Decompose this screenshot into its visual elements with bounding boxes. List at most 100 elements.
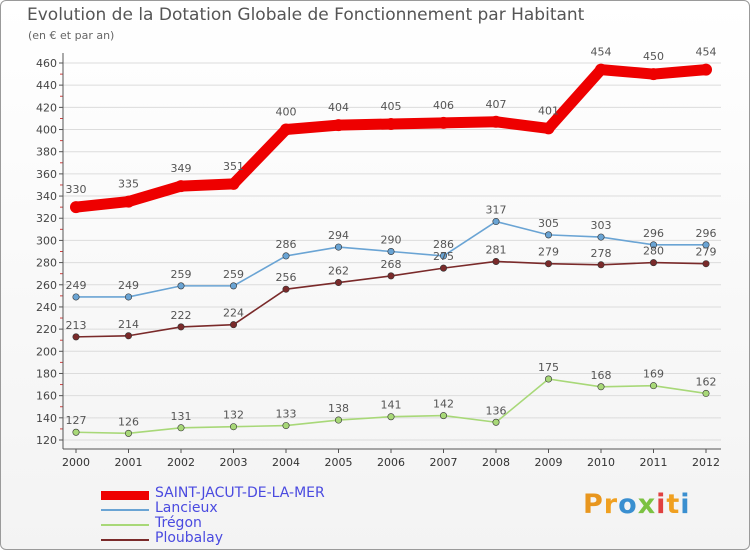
data-label: 405 xyxy=(381,100,402,113)
logo-letter: i xyxy=(656,489,667,520)
data-label: 400 xyxy=(276,106,297,119)
data-label: 275 xyxy=(433,250,454,263)
data-label: 407 xyxy=(486,98,507,111)
data-point xyxy=(72,333,80,341)
y-tick-label: 380 xyxy=(36,146,57,159)
data-label: 262 xyxy=(328,265,349,278)
y-tick-label: 320 xyxy=(36,212,57,225)
data-label: 296 xyxy=(696,227,717,240)
y-tick-label: 240 xyxy=(36,301,57,314)
data-label: 280 xyxy=(643,245,664,258)
data-point xyxy=(492,218,500,226)
data-point xyxy=(702,260,710,268)
x-tick-label: 2005 xyxy=(325,456,353,469)
data-point xyxy=(492,257,500,265)
data-label: 454 xyxy=(696,46,717,59)
data-point xyxy=(647,68,660,81)
legend-label: Lancieux xyxy=(155,500,218,516)
data-label: 162 xyxy=(696,375,717,388)
data-label: 454 xyxy=(591,46,612,59)
data-label: 133 xyxy=(276,408,297,421)
data-label: 296 xyxy=(643,227,664,240)
data-label: 279 xyxy=(696,246,717,259)
data-point xyxy=(230,423,238,431)
data-point xyxy=(649,259,657,267)
data-label: 249 xyxy=(66,279,87,292)
y-tick-label: 180 xyxy=(36,367,57,380)
x-tick-label: 2003 xyxy=(220,456,248,469)
data-label: 259 xyxy=(223,268,244,281)
y-tick-label: 160 xyxy=(36,390,57,403)
y-tick-label: 260 xyxy=(36,279,57,292)
data-label: 136 xyxy=(486,404,507,417)
data-label: 141 xyxy=(381,399,402,412)
logo-letter: t xyxy=(666,489,681,520)
data-label: 127 xyxy=(66,414,87,427)
y-tick-label: 280 xyxy=(36,257,57,270)
data-point xyxy=(230,321,238,329)
y-tick-label: 360 xyxy=(36,168,57,181)
data-label: 351 xyxy=(223,160,244,173)
data-point xyxy=(490,115,502,128)
data-point xyxy=(544,375,552,383)
legend-swatch xyxy=(101,490,149,500)
proxiti-logo: Proxiti xyxy=(583,489,691,520)
series-line xyxy=(70,64,712,213)
data-label: 404 xyxy=(328,101,349,114)
data-label: 281 xyxy=(486,243,507,256)
data-label: 401 xyxy=(538,104,559,117)
data-label: 278 xyxy=(591,247,612,260)
chart-title: Evolution de la Dotation Globale de Fonc… xyxy=(27,5,585,25)
data-point xyxy=(70,201,82,214)
data-label: 222 xyxy=(171,309,192,322)
data-point xyxy=(387,248,395,256)
data-point xyxy=(334,416,342,424)
y-tick-label: 200 xyxy=(36,345,57,358)
data-point xyxy=(334,279,342,287)
y-tick-label: 140 xyxy=(36,412,57,425)
y-tick-label: 420 xyxy=(36,101,57,114)
data-point xyxy=(125,429,133,437)
data-point xyxy=(702,389,710,397)
data-point xyxy=(282,285,290,293)
legend-swatch xyxy=(101,524,149,526)
data-point xyxy=(702,241,710,249)
data-point xyxy=(649,382,657,390)
data-point xyxy=(332,119,345,132)
data-point xyxy=(72,428,80,436)
data-point xyxy=(439,252,447,260)
legend-label: Ploubalay xyxy=(155,530,223,546)
x-tick-label: 2012 xyxy=(692,456,720,469)
data-label: 214 xyxy=(118,318,139,331)
data-label: 349 xyxy=(171,162,192,175)
y-tick-label: 120 xyxy=(36,434,57,447)
data-label: 294 xyxy=(328,229,349,242)
data-label: 290 xyxy=(381,234,402,247)
data-label: 138 xyxy=(328,402,349,415)
logo-letter: P xyxy=(583,489,604,520)
data-label: 142 xyxy=(433,398,454,411)
x-tick-label: 2006 xyxy=(377,456,405,469)
data-label: 256 xyxy=(276,271,297,284)
y-tick-label: 220 xyxy=(36,323,57,336)
data-point xyxy=(544,260,552,268)
data-point xyxy=(595,63,607,76)
y-tick-label: 460 xyxy=(36,57,57,70)
x-tick-label: 2007 xyxy=(430,456,458,469)
y-tick-label: 400 xyxy=(36,124,57,137)
data-label: 224 xyxy=(223,307,244,320)
data-point xyxy=(385,117,397,130)
logo-letter: r xyxy=(603,489,619,520)
data-label: 279 xyxy=(538,246,559,259)
data-label: 268 xyxy=(381,258,402,271)
data-point xyxy=(437,116,450,129)
y-tick-label: 440 xyxy=(36,79,57,92)
data-label: 169 xyxy=(643,368,664,381)
data-point xyxy=(282,252,290,260)
data-label: 249 xyxy=(118,279,139,292)
data-point xyxy=(700,63,712,76)
data-point xyxy=(544,231,552,239)
legend-swatch xyxy=(101,539,149,541)
x-tick-label: 2010 xyxy=(587,456,615,469)
